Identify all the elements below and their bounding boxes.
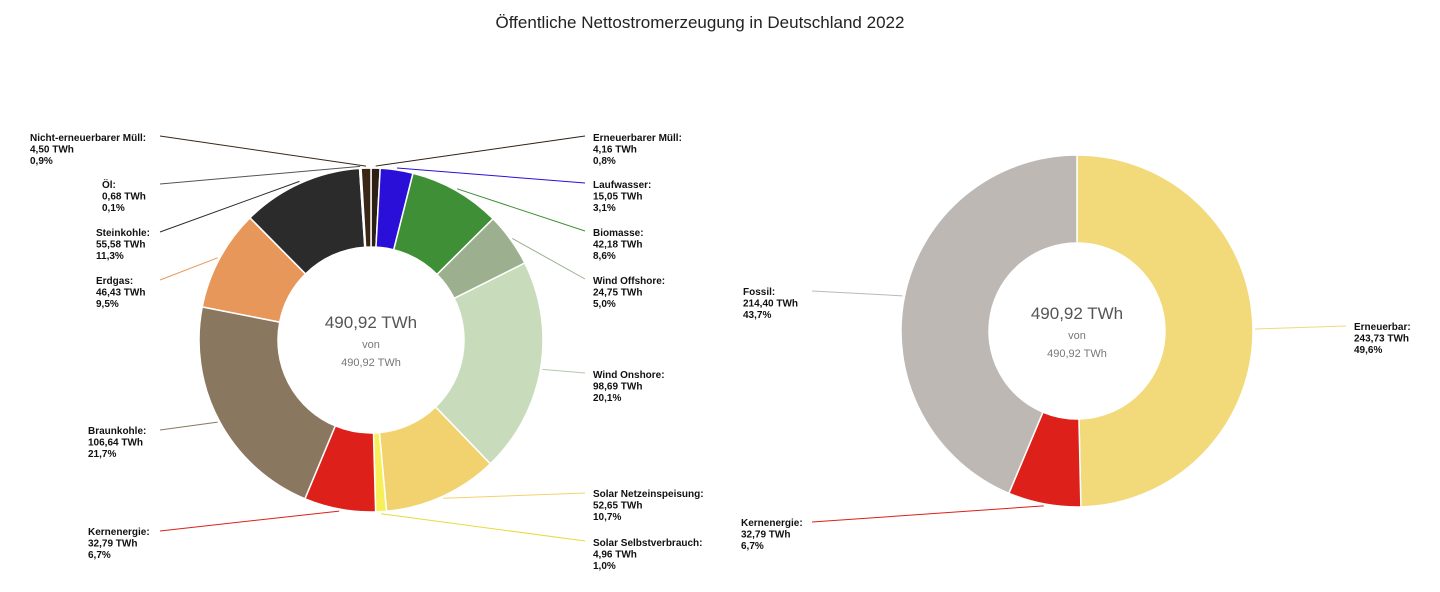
slice-label-percent-wind-offshore: 5,0% (593, 299, 616, 310)
slice-label-value-solar-selbstverbrauch: 4,96 TWh (593, 550, 637, 561)
slice-label-value-kernenergie: 32,79 TWh (741, 530, 790, 541)
slice-label-name-kernenergie: Kernenergie: (741, 518, 803, 529)
chart-title: Öffentliche Nettostromerzeugung in Deuts… (495, 13, 905, 32)
slice-label-percent-nicht-erneuerbarer-muell: 0,9% (30, 156, 53, 167)
slice-label-name-wind-onshore: Wind Onshore: (593, 370, 665, 381)
slice-erneuerbar[interactable] (1076, 154, 1254, 508)
slice-label-value-wind-offshore: 24,75 TWh (593, 288, 642, 299)
slice-label-value-braunkohle: 106,64 TWh (88, 438, 143, 449)
slice-label-percent-erdgas: 9,5% (96, 299, 119, 310)
slice-label-value-wind-onshore: 98,69 TWh (593, 382, 642, 393)
slice-braunkohle[interactable] (198, 306, 337, 500)
leader-line-braunkohle (159, 421, 218, 431)
slice-wind-onshore[interactable] (434, 262, 544, 465)
slice-label-name-solar-netzeinspeisung: Solar Netzeinspeisung: (593, 489, 704, 500)
leader-line-erneuerbar (1254, 325, 1347, 330)
leader-line-oel (159, 165, 361, 185)
slice-label-percent-erneuerbarer-muell: 0,8% (593, 156, 616, 167)
slice-label-value-biomasse: 42,18 TWh (593, 240, 642, 251)
leader-line-kernenergie (159, 510, 340, 532)
slice-label-name-nicht-erneuerbarer-muell: Nicht-erneuerbarer Müll: (30, 133, 146, 144)
leader-line-biomasse (456, 188, 586, 232)
center-von: von (1068, 330, 1086, 342)
leader-line-nicht-erneuerbarer-muell (159, 135, 367, 167)
leader-line-fossil (811, 290, 903, 297)
slice-label-value-kernenergie: 32,79 TWh (88, 539, 137, 550)
center-total: 490,92 TWh (341, 357, 401, 369)
slice-label-percent-laufwasser: 3,1% (593, 203, 616, 214)
leader-line-kernenergie (811, 505, 1044, 523)
center-value: 490,92 TWh (1031, 304, 1123, 323)
slice-label-name-fossil: Fossil: (743, 287, 775, 298)
leader-line-solar-netzeinspeisung (443, 492, 586, 499)
slice-label-value-erneuerbarer-muell: 4,16 TWh (593, 145, 637, 156)
slice-label-percent-solar-netzeinspeisung: 10,7% (593, 512, 621, 523)
slice-label-name-kernenergie: Kernenergie: (88, 527, 150, 538)
slice-label-percent-oel: 0,1% (102, 203, 125, 214)
slice-label-percent-steinkohle: 11,3% (96, 251, 124, 262)
slice-label-value-erdgas: 46,43 TWh (96, 288, 145, 299)
slice-label-name-erdgas: Erdgas: (96, 276, 133, 287)
slice-label-value-solar-netzeinspeisung: 52,65 TWh (593, 501, 642, 512)
slice-fossil[interactable] (900, 154, 1078, 495)
slice-label-name-oel: Öl: (102, 178, 116, 191)
slice-label-name-steinkohle: Steinkohle: (96, 228, 150, 239)
slice-label-name-biomasse: Biomasse: (593, 228, 644, 239)
center-von: von (362, 339, 380, 351)
slice-nicht-erneuerbarer-muell[interactable] (360, 167, 372, 248)
leader-line-erneuerbarer-muell (375, 135, 586, 167)
slice-label-percent-biomasse: 8,6% (593, 251, 616, 262)
slice-label-percent-braunkohle: 21,7% (88, 449, 116, 460)
slice-label-name-solar-selbstverbrauch: Solar Selbstverbrauch: (593, 538, 702, 549)
slice-label-percent-fossil: 43,7% (743, 310, 771, 321)
slice-label-name-erneuerbar: Erneuerbar: (1354, 322, 1411, 333)
slice-label-value-nicht-erneuerbarer-muell: 4,50 TWh (30, 145, 74, 156)
slice-label-value-oel: 0,68 TWh (102, 192, 146, 203)
slice-label-name-laufwasser: Laufwasser: (593, 180, 651, 191)
leader-line-erdgas (159, 257, 218, 281)
slice-label-percent-wind-onshore: 20,1% (593, 393, 621, 404)
leader-line-wind-onshore (542, 368, 586, 374)
slice-label-value-erneuerbar: 243,73 TWh (1354, 334, 1409, 345)
leader-line-steinkohle (159, 180, 300, 233)
slice-label-name-erneuerbarer-muell: Erneuerbarer Müll: (593, 133, 682, 144)
slice-label-value-steinkohle: 55,58 TWh (96, 240, 145, 251)
slice-label-percent-erneuerbar: 49,6% (1354, 345, 1382, 356)
slice-label-value-fossil: 214,40 TWh (743, 299, 798, 310)
leader-line-wind-offshore (512, 238, 586, 280)
slice-label-value-laufwasser: 15,05 TWh (593, 192, 642, 203)
slice-label-name-wind-offshore: Wind Offshore: (593, 276, 665, 287)
leader-line-solar-selbstverbrauch (381, 513, 586, 542)
center-value: 490,92 TWh (325, 313, 417, 332)
slice-label-percent-kernenergie: 6,7% (88, 550, 111, 561)
slice-label-name-braunkohle: Braunkohle: (88, 426, 146, 437)
slice-label-percent-solar-selbstverbrauch: 1,0% (593, 561, 616, 572)
center-total: 490,92 TWh (1047, 348, 1107, 360)
leader-line-laufwasser (396, 167, 586, 184)
slice-label-percent-kernenergie: 6,7% (741, 541, 764, 552)
